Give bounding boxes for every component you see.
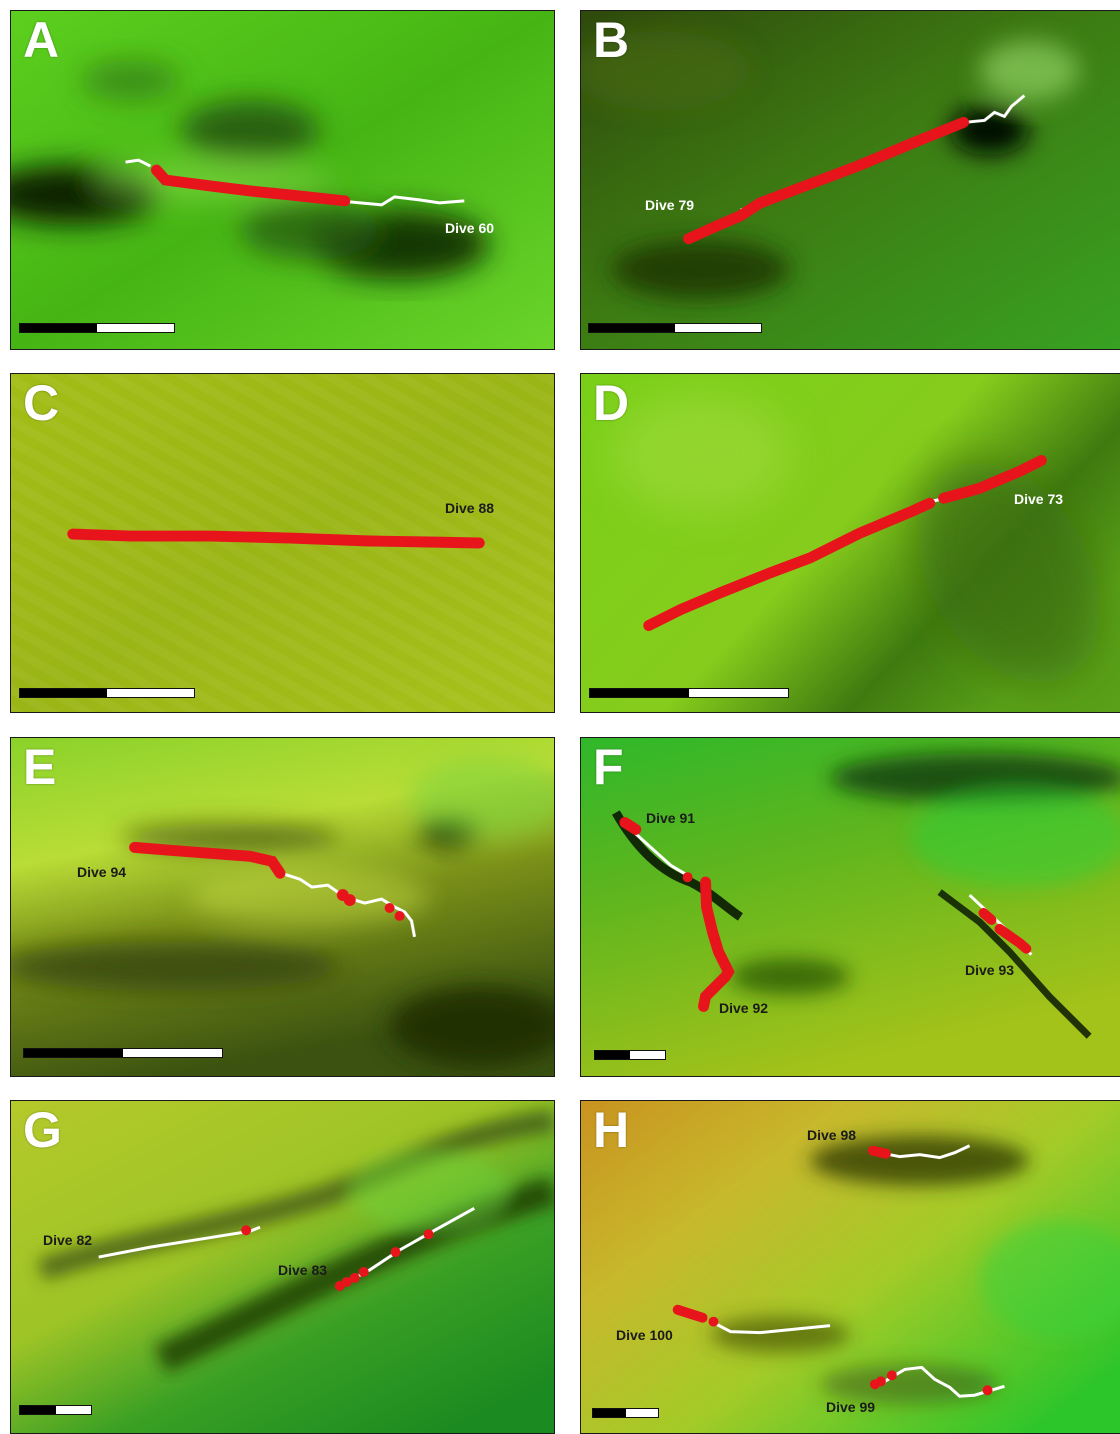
scale-bar [592, 1408, 659, 1418]
map-panel-h: H Dive 98 Dive 100 Dive 99 [580, 1100, 1120, 1434]
bathymetry-map-h [581, 1101, 1120, 1433]
dive-label: Dive 79 [645, 197, 695, 213]
dive-label: Dive 60 [445, 220, 495, 236]
panel-letter: G [23, 1102, 62, 1158]
dive-label: Dive 83 [278, 1262, 328, 1278]
map-panel-b: B Dive 79 [580, 10, 1120, 350]
map-panel-g: G Dive 82 Dive 83 [10, 1100, 555, 1434]
track-white-a1 [125, 158, 152, 168]
track-red-points-e [336, 889, 405, 921]
bathymetry-map-b [581, 11, 1120, 349]
bathymetry-map-c [11, 374, 554, 712]
bathymetry-map-d [581, 374, 1120, 712]
track-red-points-g [241, 1225, 434, 1291]
panel-letter: F [593, 739, 624, 795]
scale-bar [23, 1048, 223, 1058]
scale-bar [19, 323, 175, 333]
dive-label: Dive 93 [965, 962, 1015, 978]
dive-label: Dive 82 [43, 1232, 93, 1248]
scale-bar [588, 323, 762, 333]
track-red-d [643, 455, 1047, 631]
track-white-b1 [964, 94, 1026, 124]
dive-label: Dive 98 [807, 1127, 857, 1143]
track-red-a [150, 164, 351, 207]
map-panel-c: C Dive 88 [10, 373, 555, 713]
panel-letter: B [593, 12, 630, 68]
panel-letter: C [23, 375, 60, 431]
panel-letter: A [23, 12, 60, 68]
dive-label: Dive 88 [445, 500, 495, 516]
scale-bar [589, 688, 789, 698]
ridge-f2 [937, 889, 1092, 1039]
map-panel-e: E Dive 94 [10, 737, 555, 1077]
bathymetry-map-a [11, 11, 554, 349]
track-white-e [277, 870, 416, 938]
dive-label: Dive 99 [826, 1399, 876, 1415]
dive-label: Dive 94 [77, 864, 127, 880]
scale-bar [19, 688, 195, 698]
scale-bar [594, 1050, 666, 1060]
panel-letter: D [593, 375, 630, 431]
track-red-c [67, 528, 485, 549]
track-white-g1 [98, 1225, 261, 1259]
dive-label: Dive 100 [616, 1327, 673, 1343]
track-red-e [129, 841, 286, 879]
panel-letter: E [23, 739, 57, 795]
track-red-h1 [867, 1145, 891, 1159]
dive-label: Dive 73 [1014, 491, 1064, 507]
track-red-f2 [698, 876, 735, 1012]
track-red-f3 [978, 907, 1032, 954]
map-panel-a: A Dive 60 [10, 10, 555, 350]
track-white-h3 [879, 1365, 1005, 1398]
bathymetry-map-f [581, 738, 1120, 1076]
dive-label: Dive 92 [719, 1000, 769, 1016]
track-red-h2 [672, 1304, 708, 1323]
track-red-points-h [708, 1316, 993, 1396]
track-white-a2 [349, 195, 465, 207]
track-white-h2 [712, 1321, 831, 1335]
bathymetry-map-e [11, 738, 554, 1076]
dive-label: Dive 91 [646, 810, 696, 826]
track-red-b [683, 116, 970, 245]
scale-bar [19, 1405, 92, 1415]
bathymetry-map-g [11, 1101, 554, 1433]
track-white-f [627, 826, 692, 879]
track-red-f1 [619, 817, 642, 835]
panel-letter: H [593, 1102, 630, 1158]
map-panel-d: D Dive 73 [580, 373, 1120, 713]
map-panel-f: F Dive 91 Dive 92 Dive 93 [580, 737, 1120, 1077]
track-white-h1 [879, 1144, 971, 1160]
